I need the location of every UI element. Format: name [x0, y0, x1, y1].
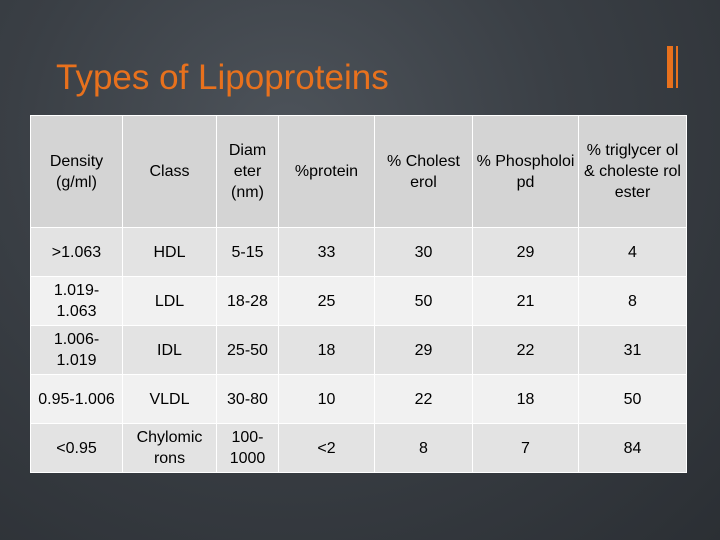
- cell-density: >1.063: [30, 227, 123, 277]
- table-row: 1.006-1.019 IDL 25-50 18 29 22 31: [30, 325, 687, 375]
- cell-cholesterol: 50: [374, 276, 473, 326]
- cell-phospholipid: 29: [472, 227, 579, 277]
- cell-class: VLDL: [122, 374, 217, 424]
- cell-protein: <2: [278, 423, 375, 473]
- header-density: Density (g/ml): [30, 115, 123, 228]
- cell-protein: 10: [278, 374, 375, 424]
- cell-diameter: 30-80: [216, 374, 279, 424]
- cell-class: LDL: [122, 276, 217, 326]
- header-triglycerol: % triglycer ol & choleste rol ester: [578, 115, 687, 228]
- header-diameter: Diam eter (nm): [216, 115, 279, 228]
- header-row: Density (g/ml) Class Diam eter (nm) %pro…: [30, 115, 687, 228]
- cell-triglycerol: 84: [578, 423, 687, 473]
- cell-density: <0.95: [30, 423, 123, 473]
- cell-protein: 33: [278, 227, 375, 277]
- cell-class: IDL: [122, 325, 217, 375]
- cell-phospholipid: 18: [472, 374, 579, 424]
- cell-phospholipid: 21: [472, 276, 579, 326]
- cell-diameter: 18-28: [216, 276, 279, 326]
- header-protein: %protein: [278, 115, 375, 228]
- cell-cholesterol: 29: [374, 325, 473, 375]
- header-cholesterol: % Cholest erol: [374, 115, 473, 228]
- accent-line: [676, 46, 678, 88]
- cell-class: Chylomic rons: [122, 423, 217, 473]
- cell-protein: 25: [278, 276, 375, 326]
- cell-cholesterol: 30: [374, 227, 473, 277]
- lipoprotein-table: Density (g/ml) Class Diam eter (nm) %pro…: [30, 115, 687, 473]
- cell-density: 0.95-1.006: [30, 374, 123, 424]
- cell-cholesterol: 8: [374, 423, 473, 473]
- accent-bar: [667, 46, 673, 88]
- cell-density: 1.006-1.019: [30, 325, 123, 375]
- cell-cholesterol: 22: [374, 374, 473, 424]
- cell-triglycerol: 31: [578, 325, 687, 375]
- cell-phospholipid: 22: [472, 325, 579, 375]
- cell-triglycerol: 8: [578, 276, 687, 326]
- cell-class: HDL: [122, 227, 217, 277]
- cell-triglycerol: 4: [578, 227, 687, 277]
- cell-diameter: 25-50: [216, 325, 279, 375]
- cell-diameter: 100-1000: [216, 423, 279, 473]
- cell-diameter: 5-15: [216, 227, 279, 277]
- table-row: 0.95-1.006 VLDL 30-80 10 22 18 50: [30, 374, 687, 424]
- header-phospholipid: % Phospholoi pd: [472, 115, 579, 228]
- slide-title: Types of Lipoproteins: [56, 58, 389, 97]
- header-class: Class: [122, 115, 217, 228]
- cell-density: 1.019-1.063: [30, 276, 123, 326]
- table-row: 1.019-1.063 LDL 18-28 25 50 21 8: [30, 276, 687, 326]
- table-row: <0.95 Chylomic rons 100-1000 <2 8 7 84: [30, 423, 687, 473]
- cell-triglycerol: 50: [578, 374, 687, 424]
- cell-protein: 18: [278, 325, 375, 375]
- cell-phospholipid: 7: [472, 423, 579, 473]
- table-row: >1.063 HDL 5-15 33 30 29 4: [30, 227, 687, 277]
